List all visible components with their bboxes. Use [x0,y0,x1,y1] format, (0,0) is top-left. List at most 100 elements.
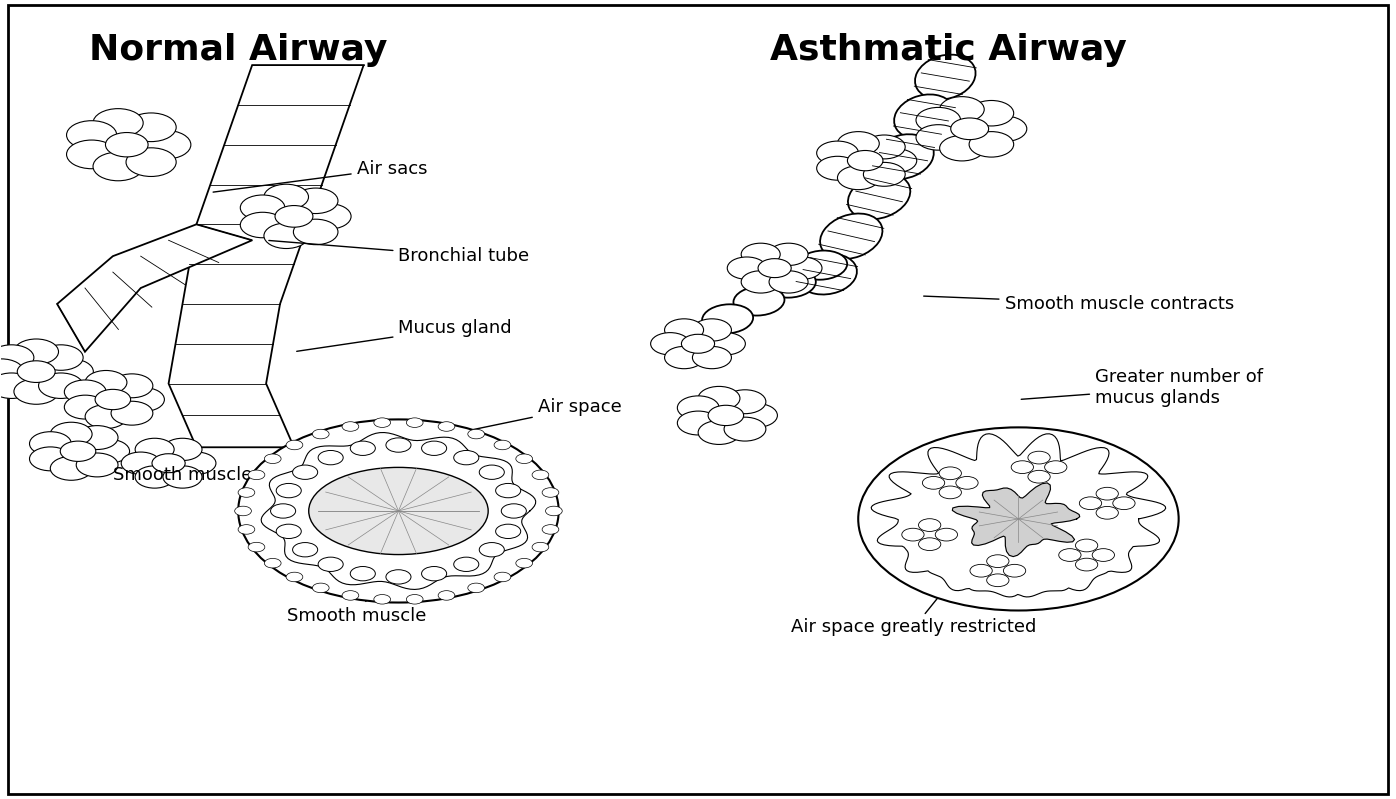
Circle shape [1027,471,1050,483]
Circle shape [60,441,96,461]
Circle shape [406,594,423,604]
Circle shape [970,564,993,577]
Circle shape [342,590,359,600]
Circle shape [286,440,303,450]
Ellipse shape [733,286,785,316]
Circle shape [479,543,504,557]
Circle shape [817,157,859,181]
Circle shape [406,418,423,427]
Circle shape [727,257,766,280]
Circle shape [95,389,131,410]
Circle shape [1011,461,1033,474]
Circle shape [956,476,979,489]
Circle shape [342,422,359,431]
Circle shape [318,451,343,465]
Polygon shape [952,483,1079,557]
Ellipse shape [765,268,815,298]
Circle shape [121,452,161,475]
Polygon shape [871,434,1166,597]
Circle shape [692,347,732,368]
Circle shape [940,467,962,479]
Ellipse shape [702,304,752,333]
Circle shape [239,487,255,497]
Circle shape [708,405,744,426]
Circle shape [783,257,822,280]
Circle shape [0,373,34,399]
Circle shape [902,528,924,541]
Circle shape [546,507,563,515]
Text: Air space greatly restricted: Air space greatly restricted [792,517,1037,637]
Circle shape [542,487,558,497]
Circle shape [94,109,144,137]
Circle shape [350,566,376,581]
Circle shape [468,583,484,593]
Circle shape [350,441,376,455]
Text: Asthmatic Airway: Asthmatic Airway [771,34,1127,67]
Polygon shape [261,432,536,590]
Circle shape [983,116,1027,141]
Circle shape [1079,497,1101,510]
Circle shape [923,476,945,489]
Circle shape [664,347,704,368]
Circle shape [293,465,318,479]
Text: Normal Airway: Normal Airway [89,34,388,67]
Circle shape [1027,451,1050,464]
Circle shape [741,271,780,293]
Circle shape [479,465,504,479]
Text: Mucus gland: Mucus gland [297,319,512,352]
Polygon shape [57,225,253,352]
Circle shape [77,426,119,450]
Text: Bronchial tube: Bronchial tube [269,240,529,265]
Circle shape [725,417,766,441]
Circle shape [951,118,988,140]
Circle shape [496,524,521,539]
Circle shape [163,466,202,488]
Circle shape [651,332,690,355]
Circle shape [1113,497,1135,510]
Text: Air space: Air space [429,399,621,439]
Circle shape [77,453,119,477]
Ellipse shape [893,94,955,139]
Circle shape [838,165,879,189]
Circle shape [438,590,455,600]
Circle shape [1096,507,1118,519]
Circle shape [248,543,265,552]
Circle shape [112,401,152,425]
Circle shape [494,440,511,450]
Text: Smooth muscle contracts: Smooth muscle contracts [924,295,1234,313]
Circle shape [239,525,255,535]
Circle shape [271,504,296,518]
Circle shape [126,148,176,177]
Circle shape [152,454,186,473]
Circle shape [969,101,1013,126]
Circle shape [123,388,165,411]
Circle shape [454,451,479,465]
Circle shape [248,470,265,479]
Circle shape [14,339,59,364]
Ellipse shape [914,54,976,99]
Circle shape [177,452,216,475]
Circle shape [847,150,882,171]
Circle shape [916,107,960,133]
Circle shape [940,486,962,499]
Circle shape [14,379,59,404]
Text: Smooth muscle: Smooth muscle [113,466,264,484]
Circle shape [0,359,24,384]
Circle shape [50,422,92,446]
Circle shape [286,572,303,582]
Circle shape [496,483,521,498]
Circle shape [769,243,808,265]
Circle shape [494,572,511,582]
Circle shape [385,438,410,452]
Ellipse shape [797,254,857,295]
Circle shape [112,374,152,398]
Circle shape [532,543,549,552]
Circle shape [64,380,106,403]
Circle shape [1004,564,1026,577]
Circle shape [235,507,251,515]
Ellipse shape [847,173,910,219]
Circle shape [275,205,313,227]
Circle shape [85,404,127,428]
Circle shape [318,557,343,571]
Circle shape [313,429,329,439]
